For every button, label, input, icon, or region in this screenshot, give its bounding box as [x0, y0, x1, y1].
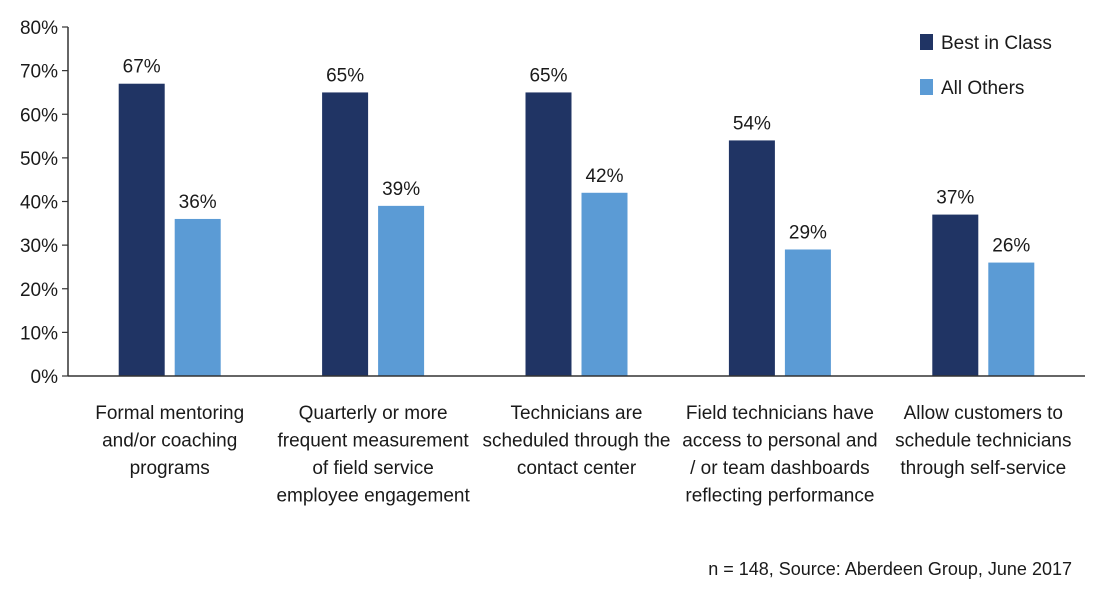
- bar-all-others: [784, 249, 831, 376]
- data-label: 39%: [382, 179, 420, 200]
- legend-label: Best in Class: [941, 33, 1052, 54]
- bar-best-in-class: [525, 92, 572, 376]
- bars: 67% 36% 65% 39% 65% 42% 54% 29% 37% 26%: [118, 57, 1035, 377]
- bar-all-others: [581, 192, 628, 376]
- category-label-line: reflecting performance: [685, 486, 874, 507]
- category-label-line: schedule technicians: [895, 431, 1071, 452]
- category-label-line: frequent measurement: [278, 431, 470, 452]
- data-label: 36%: [179, 192, 217, 213]
- category-label: Allow customers to schedule technicians th…: [895, 403, 1071, 479]
- legend-swatch: [920, 34, 933, 50]
- data-label: 29%: [789, 222, 827, 243]
- category-label-line: contact center: [517, 458, 637, 479]
- data-label: 54%: [733, 113, 771, 134]
- source-note: n = 148, Source: Aberdeen Group, June 20…: [708, 559, 1072, 579]
- y-tick-label: 40%: [20, 193, 58, 214]
- legend-swatch: [920, 79, 933, 95]
- y-axis: 0% 10% 20% 30% 40% 50% 60% 70% 80%: [20, 18, 69, 388]
- data-label: 67%: [123, 57, 161, 78]
- category-label-line: employee engagement: [276, 486, 470, 507]
- category-label: Technicians are scheduled through the cont…: [482, 403, 670, 479]
- data-label: 42%: [585, 166, 623, 187]
- bar-all-others: [174, 218, 221, 376]
- category-label-line: Quarterly or more: [299, 403, 448, 424]
- category-label: Quarterly or more frequent measurement of …: [276, 403, 470, 507]
- bar-best-in-class: [932, 214, 979, 376]
- category-label-line: access to personal and: [682, 431, 877, 452]
- category-label-line: and/or coaching: [102, 431, 237, 452]
- bar-all-others: [988, 262, 1035, 376]
- y-tick-label: 50%: [20, 149, 58, 170]
- x-axis: Formal mentoring and/or coaching programs Q…: [68, 375, 1085, 507]
- y-tick-label: 80%: [20, 18, 58, 39]
- category-label-line: of field service: [312, 458, 433, 479]
- bar-all-others: [378, 205, 425, 376]
- category-label-line: programs: [130, 458, 210, 479]
- y-tick-label: 60%: [20, 105, 58, 126]
- y-tick-label: 0%: [31, 367, 59, 388]
- data-label: 37%: [936, 188, 974, 209]
- category-label-line: Formal mentoring: [95, 403, 244, 424]
- category-label: Formal mentoring and/or coaching programs: [95, 403, 244, 479]
- category-label-line: / or team dashboards: [690, 458, 870, 479]
- category-label-line: through self-service: [900, 458, 1066, 479]
- category-label-line: Field technicians have: [686, 403, 874, 424]
- data-label: 65%: [529, 65, 567, 86]
- category-label-line: Technicians are: [510, 403, 642, 424]
- bar-best-in-class: [118, 83, 165, 377]
- y-tick-label: 20%: [20, 280, 58, 301]
- bar-best-in-class: [322, 92, 369, 376]
- category-label-line: scheduled through the: [482, 431, 670, 452]
- legend: Best in Class All Others: [920, 33, 1052, 99]
- data-label: 65%: [326, 65, 364, 86]
- data-label: 26%: [992, 236, 1030, 257]
- category-label-line: Allow customers to: [904, 403, 1063, 424]
- category-label: Field technicians have access to personal…: [682, 403, 877, 507]
- bar-best-in-class: [728, 140, 775, 376]
- y-tick-label: 30%: [20, 236, 58, 257]
- y-tick-label: 10%: [20, 323, 58, 344]
- legend-label: All Others: [941, 78, 1024, 99]
- y-tick-label: 70%: [20, 62, 58, 83]
